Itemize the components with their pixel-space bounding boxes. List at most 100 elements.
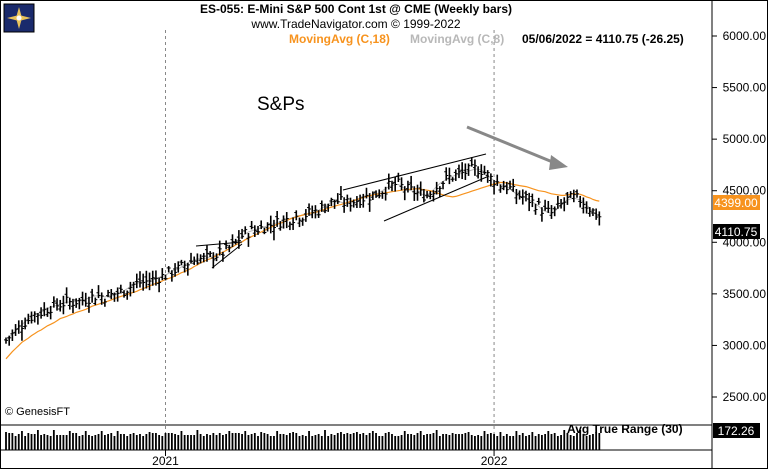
atr-bar: [132, 433, 135, 450]
atr-bar: [403, 431, 406, 450]
atr-bar: [81, 435, 84, 450]
ma18-legend: MovingAvg (C,18): [289, 32, 390, 46]
last-price-badge-label: 4110.75: [715, 225, 758, 239]
atr-bar: [327, 436, 330, 450]
atr-bar: [183, 435, 186, 450]
atr-bar: [381, 436, 384, 450]
atr-bar: [371, 431, 374, 450]
atr-bar: [56, 435, 58, 450]
atr-bar: [17, 434, 20, 450]
atr-bar: [391, 434, 393, 450]
atr-bar: [486, 434, 489, 450]
atr-bar: [359, 434, 361, 450]
atr-bar: [375, 433, 377, 450]
atr-bar: [161, 436, 164, 450]
atr-bar: [356, 432, 358, 450]
atr-bar: [566, 433, 569, 450]
atr-bar: [14, 436, 17, 450]
atr-bar: [493, 434, 495, 450]
atr-bar: [445, 434, 448, 450]
atr-bar: [11, 433, 14, 450]
channel-lower-line: [383, 175, 490, 222]
atr-bar: [531, 432, 534, 450]
atr-bar: [222, 435, 224, 450]
atr-bar: [253, 433, 256, 450]
price-axis-label: 5500.00: [723, 81, 767, 95]
compass-rose-icon[interactable]: [3, 3, 35, 33]
atr-bar: [97, 434, 100, 450]
atr-bar: [336, 433, 339, 450]
atr-bar: [206, 434, 208, 450]
atr-bar: [84, 431, 87, 450]
time-axis-label: 2021: [152, 454, 179, 468]
atr-bar: [33, 434, 36, 450]
atr-bar: [521, 433, 524, 450]
atr-bar: [155, 433, 157, 450]
atr-bar: [228, 431, 231, 450]
atr-bar: [266, 434, 269, 450]
atr-bar: [422, 435, 425, 450]
atr-bar: [413, 435, 416, 450]
year-gridlines: [165, 30, 495, 450]
triangle-lower-line: [211, 243, 243, 269]
atr-bar: [279, 434, 282, 450]
atr-bar: [588, 435, 591, 450]
price-axis-label: 3000.00: [723, 338, 767, 352]
atr-bar: [515, 431, 518, 450]
atr-bar: [477, 435, 480, 450]
ma8-legend: MovingAvg (C,8): [410, 32, 505, 46]
atr-bar: [107, 434, 109, 450]
atr-bar: [193, 435, 196, 450]
atr-bar: [368, 433, 371, 450]
atr-bar: [572, 436, 575, 450]
atr-bar: [88, 435, 90, 450]
atr-bar: [464, 433, 467, 450]
atr-bar: [349, 434, 352, 450]
atr-bar: [52, 430, 55, 450]
atr-bar: [65, 435, 68, 450]
atr-bar: [234, 433, 237, 450]
atr-bar: [158, 435, 161, 450]
price-axis-label: 3500.00: [723, 287, 767, 301]
channel-upper-line: [342, 153, 487, 191]
atr-bar: [218, 433, 221, 450]
atr-bar: [190, 435, 192, 450]
atr-bar: [426, 434, 428, 450]
atr-bar: [550, 434, 553, 450]
atr-bar: [397, 436, 400, 450]
atr-bar: [37, 430, 39, 450]
atr-bar: [199, 434, 202, 450]
atr-bar: [598, 433, 601, 450]
atr-bar: [282, 434, 285, 450]
atr-bar: [505, 434, 508, 450]
atr-bar: [547, 431, 550, 450]
last-price-badge: [713, 224, 760, 239]
atr-bar: [595, 432, 598, 450]
atr-bar: [576, 433, 578, 450]
atr-bar: [352, 433, 355, 450]
atr-bar: [212, 433, 215, 450]
atr-bar: [174, 434, 176, 450]
atr-bar: [556, 436, 559, 450]
atr-bar: [314, 435, 317, 450]
atr-bar: [448, 435, 451, 450]
atr-bar: [340, 432, 342, 450]
atr-bar: [346, 433, 349, 450]
atr-bar: [541, 435, 543, 450]
atr-bar: [241, 434, 243, 450]
atr-bar: [94, 435, 97, 450]
trend-lines: [195, 153, 490, 269]
atr-bar: [263, 433, 266, 450]
atr-bar: [442, 434, 444, 450]
atr-bar: [276, 431, 279, 450]
atr-bar: [509, 436, 511, 450]
time-axis: 2021 2022: [152, 450, 508, 468]
atr-bar: [330, 434, 333, 450]
atr-bar: [308, 431, 310, 450]
atr-bar: [387, 432, 390, 450]
atr-bar: [461, 434, 464, 450]
atr-bar: [142, 436, 145, 450]
chart-annotation: S&Ps: [257, 94, 305, 115]
atr-bar: [394, 436, 397, 450]
